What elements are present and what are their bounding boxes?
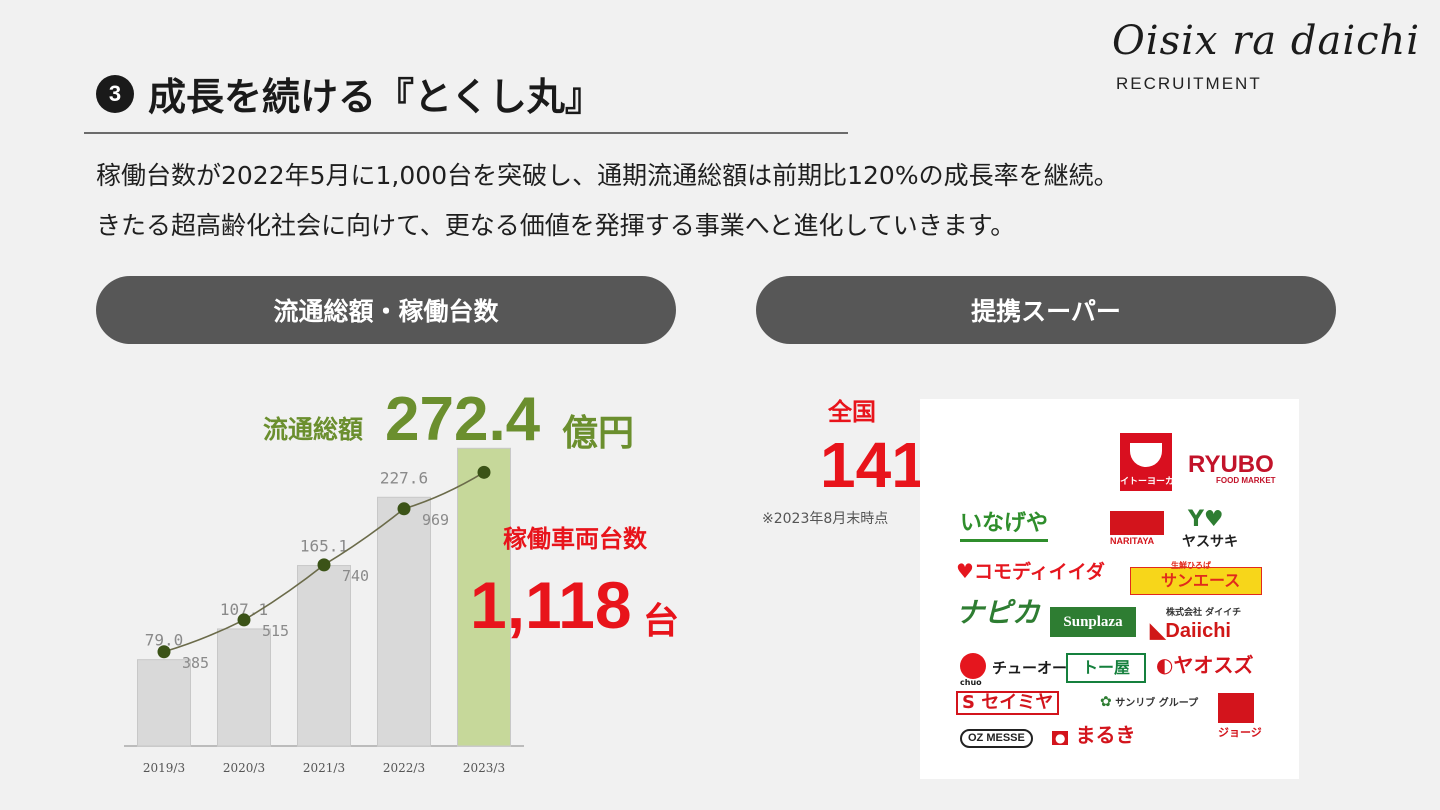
line-label: 515 (262, 622, 289, 640)
partners-note: ※2023年8月末時点 (762, 511, 889, 527)
gmv-label: 流通総額 (263, 415, 364, 444)
bar-label: 107.1 (220, 600, 268, 619)
gmv-unit: 億円 (562, 413, 635, 454)
heart-icon: ♥ (956, 559, 974, 583)
line-label: 740 (342, 567, 369, 585)
gmv-chart: 79.0 2019/3 107.1 2020/3 165.1 2021/3 227.6 202… (124, 447, 524, 775)
vehicles-value: 1,118 (470, 568, 632, 642)
vehicles-point (477, 465, 491, 479)
logo-chuo: チューオー (992, 659, 1068, 677)
x-tick-label: 2022/3 (383, 761, 425, 775)
logo-daiichi-sub: 株式会社 ダイイチ (1166, 608, 1242, 618)
logo-george-mark (1218, 693, 1254, 723)
logo-ryubo-sub: FOOD MARKET (1216, 476, 1276, 485)
vehicles-point (157, 645, 171, 659)
logo-seimiya: S セイミヤ (956, 691, 1060, 715)
title-number-badge: 3 (96, 74, 134, 113)
partner-logo-panel: イトーヨーカドー RYUBO FOOD MARKET いなげや NARITAYA… (920, 399, 1299, 779)
logo-daiichi: ◣Daiichi (1150, 620, 1231, 642)
logo-comodi-iida: ♥コモディイイダ (956, 559, 1105, 583)
bar-2020/3 (217, 628, 271, 747)
bar-label: 227.6 (380, 468, 428, 487)
bar-2021/3 (297, 565, 351, 747)
logo-chuo-sub: chuo (960, 678, 982, 687)
vehicles-label: 稼働車両台数 (503, 525, 647, 553)
body-line-2: きたる超高齢化社会に向けて、更なる価値を発揮する事業へと進化していきます。 (96, 211, 1016, 240)
line-label: 969 (422, 511, 449, 529)
logo-sunlive: ✿ サンリブ グループ (1100, 694, 1199, 710)
logo-sanace-box: 生鮮ひろば サンエース (1130, 562, 1262, 595)
section-header-partners: 提携スーパー (756, 276, 1336, 344)
vehicles-point (237, 613, 251, 627)
x-tick-label: 2019/3 (143, 761, 185, 775)
vehicles-point (317, 558, 331, 572)
logo-ryubo: RYUBO (1188, 451, 1274, 478)
vehicles-unit: 台 (643, 601, 680, 642)
logo-yaosuzu: ◐ヤオスズ (1156, 653, 1254, 677)
bar-2019/3 (137, 659, 191, 747)
x-tick-label: 2020/3 (223, 761, 265, 775)
logo-oz-messe: OZ MESSE (960, 729, 1033, 748)
partners-label: 全国 (828, 398, 876, 426)
bar-2023/3 (457, 447, 511, 747)
section-header-gmv: 流通総額・稼働台数 (96, 276, 676, 344)
line-label: 385 (182, 654, 209, 672)
logo-sunplaza: Sunplaza (1050, 607, 1136, 637)
logo-george: ジョージ (1218, 726, 1262, 739)
gmv-value: 272.4 (385, 385, 541, 454)
logo-chuo-mark (960, 653, 986, 679)
logo-maruki: ● まるき (1052, 725, 1135, 745)
logo-inageya: いなげや (960, 513, 1049, 542)
bar-2022/3 (377, 496, 431, 747)
logo-yasusaki: ヤスサキ (1182, 534, 1238, 550)
logo-yasusaki-mark: Y♥ (1188, 507, 1224, 532)
page-title: 3 成長を続ける『とくし丸』 (96, 66, 603, 121)
logo-napika: ナピカ (956, 596, 1041, 629)
partners-count: 141 (820, 429, 927, 501)
brand-logo: Oisix ra daichi (1112, 18, 1421, 64)
body-line-1: 稼働台数が2022年5月に1,000台を突破し、通期流通総額は前期比120%の成… (96, 161, 1119, 190)
bar-label: 165.1 (300, 537, 348, 556)
logo-naritaya-mark (1110, 511, 1164, 535)
logo-itoyokado: イトーヨーカドー (1120, 477, 1193, 487)
logo-naritaya: NARITAYA (1110, 536, 1155, 546)
logo-toya: トー屋 (1066, 653, 1146, 683)
logo-sanace-sub: 生鮮ひろば (1171, 561, 1211, 570)
title-text: 成長を続ける『とくし丸』 (148, 75, 603, 119)
x-tick-label: 2023/3 (463, 761, 505, 775)
x-tick-label: 2021/3 (303, 761, 345, 775)
brand-subtitle: RECRUITMENT (1116, 74, 1262, 93)
logo-sanace: サンエース (1161, 571, 1241, 590)
title-divider (84, 132, 848, 134)
logo-itoyokado-mark: イトーヨーカドー (1120, 433, 1193, 491)
vehicles-point (397, 502, 411, 516)
bar-label: 79.0 (145, 631, 184, 650)
